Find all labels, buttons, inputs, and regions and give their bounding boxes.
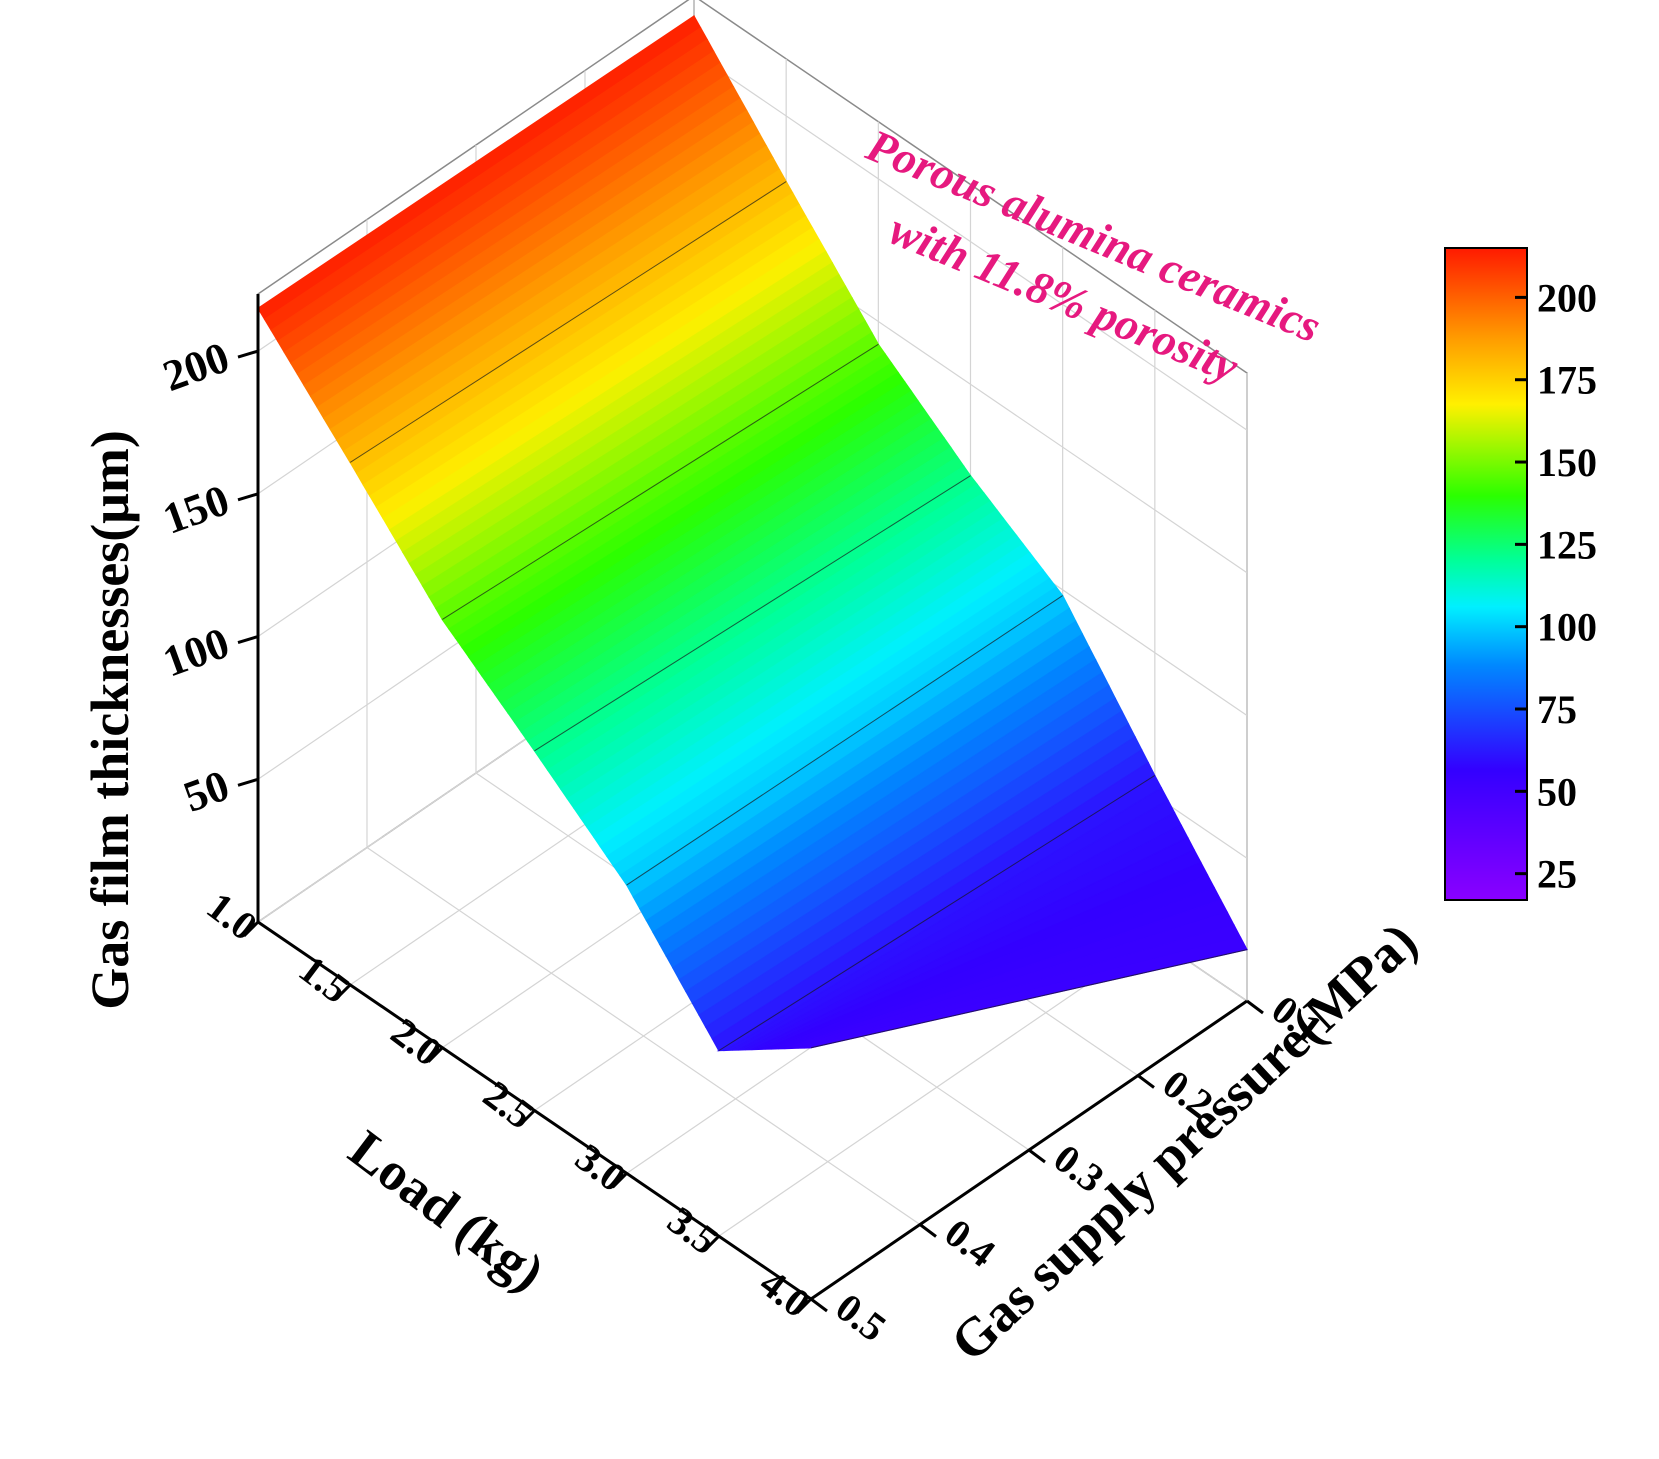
colorbar-tick-label: 200 <box>1537 275 1597 320</box>
x-axis-title: Load (kg) <box>338 1118 555 1302</box>
surface-mesh-line <box>718 775 1156 1052</box>
z-tick <box>237 349 259 359</box>
load-tick <box>242 920 260 938</box>
colorbar-tick-label: 100 <box>1537 605 1597 650</box>
load-tick <box>519 1109 536 1126</box>
pressure-tick <box>1028 1148 1046 1164</box>
load-tick <box>611 1172 628 1189</box>
colorbar-tick-label: 25 <box>1537 852 1577 897</box>
load-tick-label: 3.5 <box>659 1197 726 1263</box>
z-tick-label: 200 <box>157 332 236 401</box>
colorbar-tick-label: 125 <box>1537 522 1597 567</box>
load-tick-label: 3.0 <box>567 1134 634 1200</box>
z-tick-label: 150 <box>157 475 236 544</box>
pressure-tick <box>810 1297 828 1313</box>
colorbar-tick-label: 150 <box>1537 440 1597 485</box>
annotation: Porous alumina ceramics with 11.8% poros… <box>859 119 1328 393</box>
load-tick-label: 4.0 <box>752 1260 819 1326</box>
load-tick <box>427 1046 444 1063</box>
pressure-floor-grid-line <box>366 847 921 1225</box>
load-tick-label: 2.0 <box>383 1009 450 1075</box>
load-tick <box>703 1235 720 1252</box>
z-tick <box>237 777 259 787</box>
colorbar-tick-label: 175 <box>1537 358 1597 403</box>
surface-mesh-line <box>349 181 787 463</box>
load-tick-label: 1.0 <box>199 883 266 949</box>
z-tick <box>237 492 259 502</box>
load-tick <box>795 1297 813 1315</box>
surface-mesh-line <box>626 595 1063 886</box>
surface-plot <box>257 15 1248 1052</box>
load-tick <box>335 983 352 1000</box>
z-tick <box>237 635 259 644</box>
load-tick-label: 2.5 <box>475 1072 542 1138</box>
colorbar: 25 50 75 100 125 150 175 200 <box>1444 247 1597 901</box>
pressure-tick <box>1246 999 1264 1015</box>
pressure-tick-label: 0.5 <box>828 1284 895 1350</box>
colorbar-gradient <box>1444 247 1528 901</box>
surface-mesh-line <box>442 343 879 620</box>
pressure-tick <box>919 1223 937 1238</box>
colorbar-tick-label: 50 <box>1537 769 1577 814</box>
pressure-tick-label: 0.4 <box>937 1210 1004 1276</box>
surface-mesh-line <box>534 475 971 752</box>
load-tick-label: 1.5 <box>291 946 358 1012</box>
z-tick-label: 50 <box>177 761 235 822</box>
pressure-tick <box>1137 1074 1155 1089</box>
z-axis-title: Gas film thicknesses(μm) <box>80 430 140 1010</box>
colorbar-tick-label: 75 <box>1537 687 1577 732</box>
z-tick-label: 100 <box>157 618 236 687</box>
surface-mesh-line <box>810 949 1248 1049</box>
